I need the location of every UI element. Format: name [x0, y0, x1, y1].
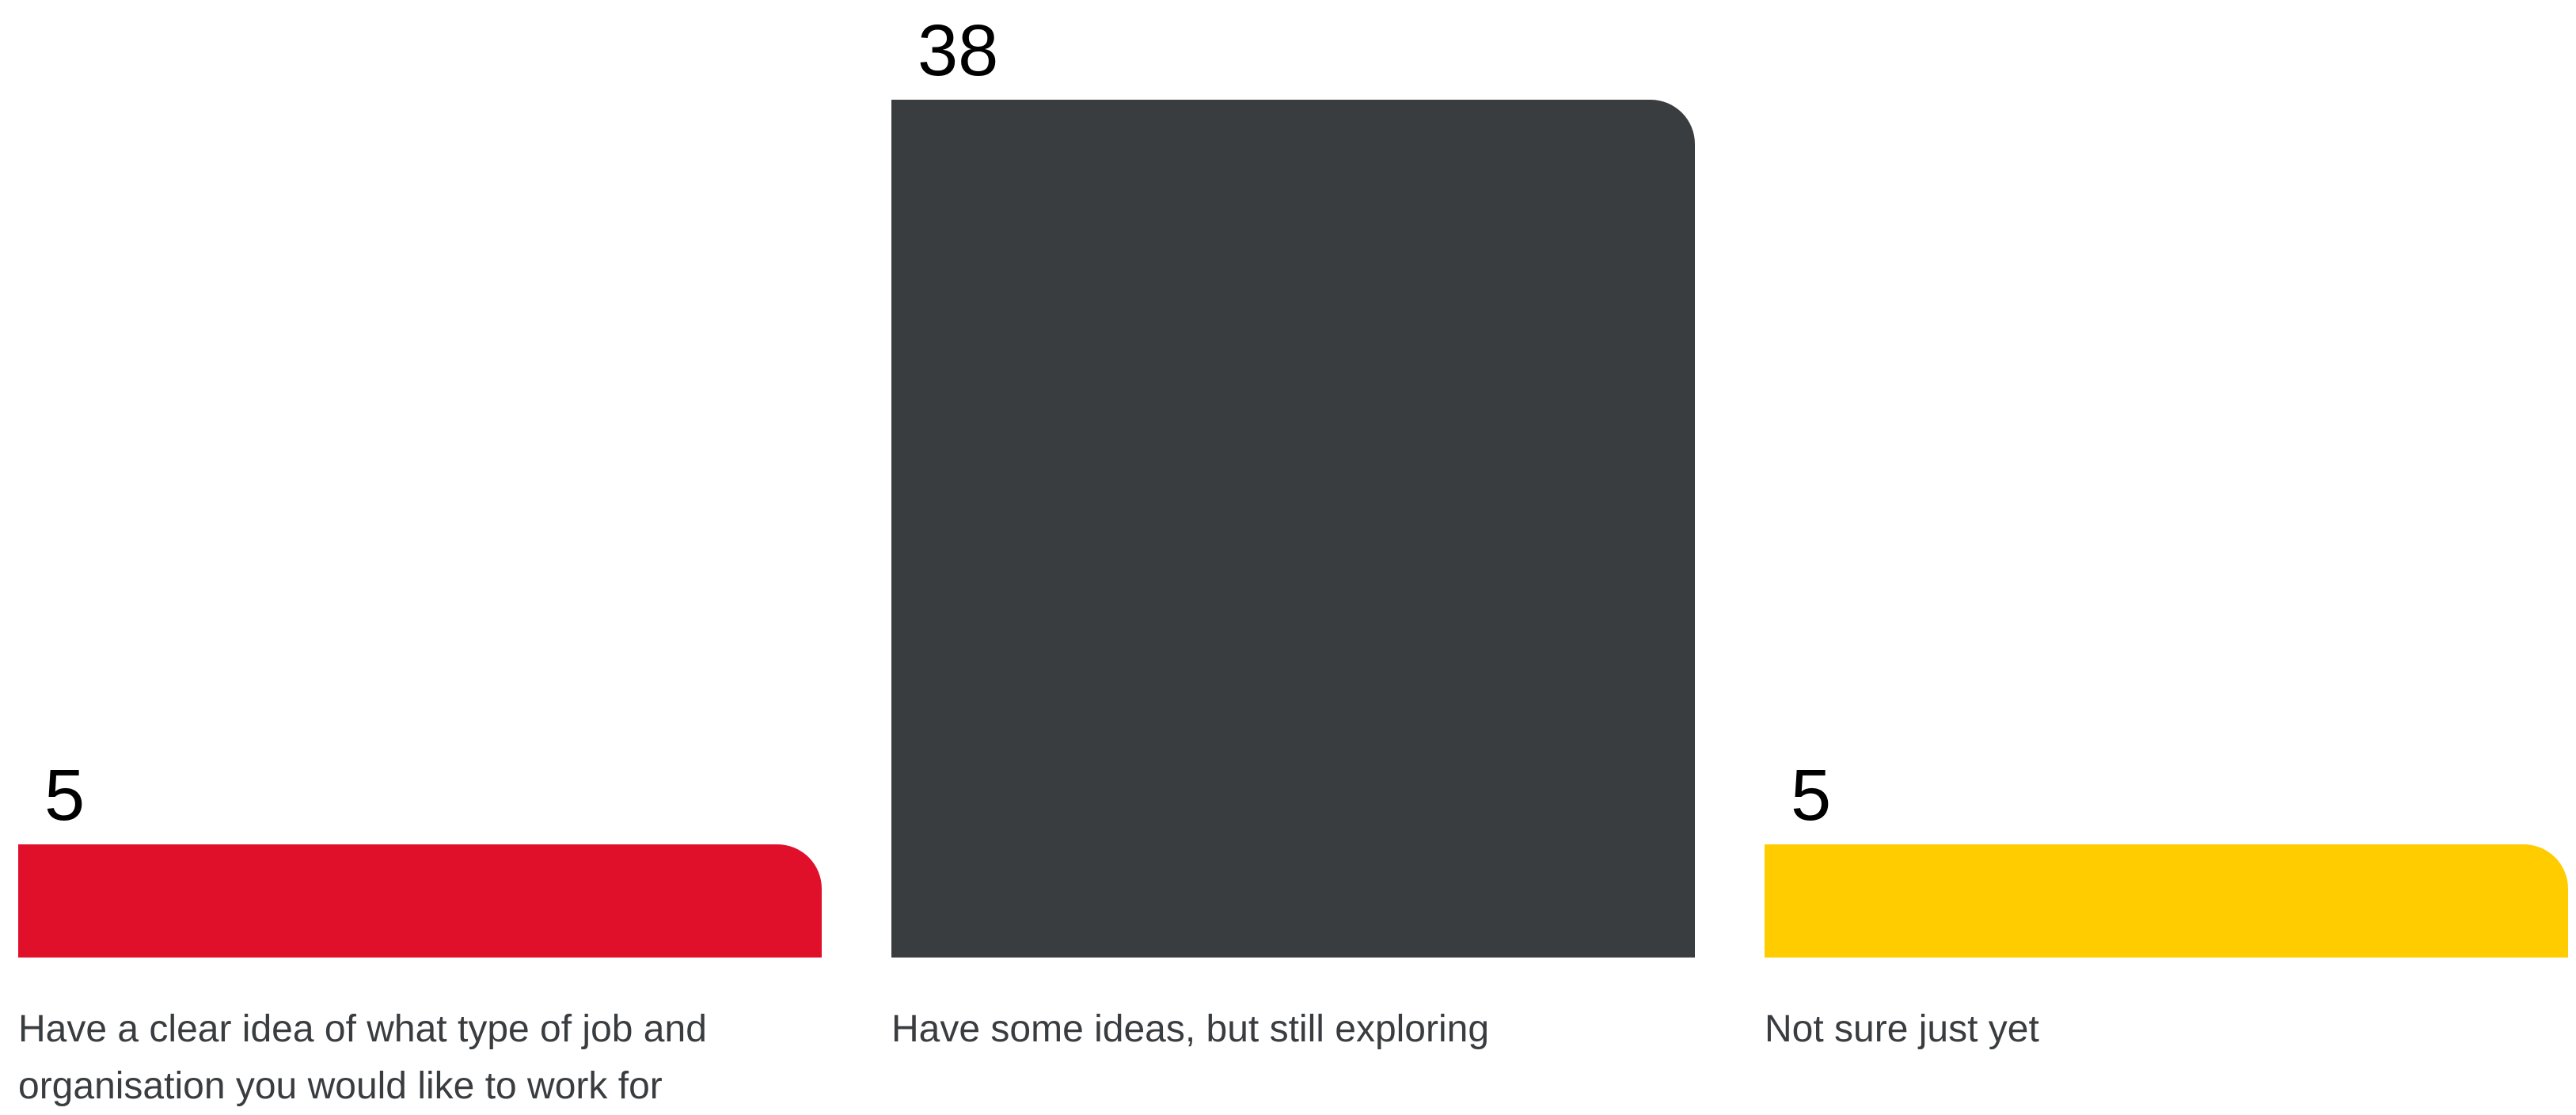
bar-value-label: 5	[1791, 755, 1832, 836]
bar-value-label: 38	[918, 10, 999, 91]
category-label: Have some ideas, but still exploring	[891, 1008, 1490, 1050]
bar	[18, 844, 822, 958]
bar	[891, 100, 1695, 958]
bar	[1765, 844, 2568, 958]
category-label: Have a clear idea of what type of job an…	[18, 1008, 707, 1107]
category-label: Not sure just yet	[1765, 1008, 2039, 1050]
bar-value-label: 5	[44, 755, 85, 836]
